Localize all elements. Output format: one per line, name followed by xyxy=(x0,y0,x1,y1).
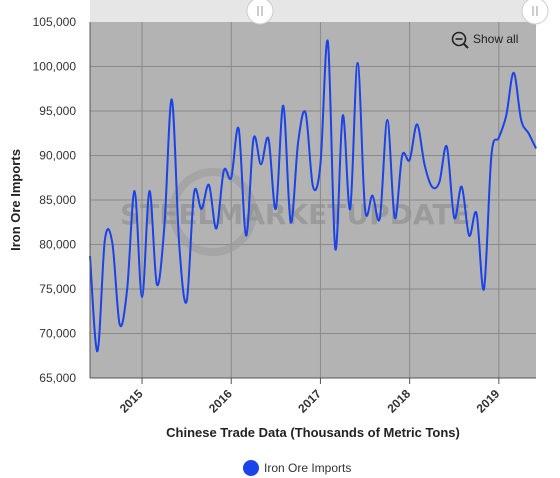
data-point[interactable] xyxy=(244,233,249,238)
data-point[interactable] xyxy=(504,113,509,118)
legend[interactable]: Iron Ore Imports xyxy=(243,460,351,476)
legend-marker xyxy=(243,460,259,476)
data-point[interactable] xyxy=(214,226,219,231)
data-point[interactable] xyxy=(444,144,449,149)
x-tick-label: 2018 xyxy=(384,387,413,416)
data-point[interactable] xyxy=(132,189,137,194)
x-tick-label: 2017 xyxy=(295,387,324,416)
data-point[interactable] xyxy=(467,233,472,238)
data-point[interactable] xyxy=(415,122,420,127)
data-point[interactable] xyxy=(489,153,494,158)
grid-lines xyxy=(90,22,536,378)
data-point[interactable] xyxy=(258,162,263,167)
data-point[interactable] xyxy=(229,175,234,180)
data-point[interactable] xyxy=(355,60,360,65)
x-tick-label: 2019 xyxy=(474,387,503,416)
legend-label: Iron Ore Imports xyxy=(264,461,351,475)
data-point[interactable] xyxy=(154,282,159,287)
data-point[interactable] xyxy=(340,113,345,118)
data-point[interactable] xyxy=(177,242,182,247)
x-tick-label: 2015 xyxy=(117,387,146,416)
y-tick-label: 80,000 xyxy=(39,238,76,252)
show-all-button[interactable]: Show all xyxy=(451,31,519,49)
x-axis-ticks: 2015 2016 2017 2018 2019 xyxy=(117,378,503,416)
y-tick-label: 85,000 xyxy=(39,193,76,207)
data-point[interactable] xyxy=(117,322,122,327)
data-point[interactable] xyxy=(221,168,226,173)
data-point[interactable] xyxy=(452,215,457,220)
data-point[interactable] xyxy=(392,215,397,220)
data-point[interactable] xyxy=(95,349,100,354)
data-point[interactable] xyxy=(474,211,479,216)
y-axis-ticks: 65,000 70,000 75,000 80,000 85,000 90,000 95,0… xyxy=(33,15,77,385)
data-point[interactable] xyxy=(437,180,442,185)
data-point[interactable] xyxy=(429,184,434,189)
data-point[interactable] xyxy=(266,136,271,141)
data-point[interactable] xyxy=(481,287,486,292)
navigator-handle-left[interactable] xyxy=(246,0,274,25)
data-point[interactable] xyxy=(206,182,211,187)
show-all-label: Show all xyxy=(473,32,518,46)
data-point[interactable] xyxy=(169,97,174,102)
series-line-iron-ore-imports[interactable] xyxy=(89,39,537,353)
data-point[interactable] xyxy=(288,220,293,225)
y-tick-label: 90,000 xyxy=(39,149,76,163)
y-axis-title: Iron Ore Imports xyxy=(8,149,23,251)
y-tick-label: 70,000 xyxy=(39,327,76,341)
data-point[interactable] xyxy=(281,103,286,108)
y-tick-label: 100,000 xyxy=(33,60,77,74)
data-point[interactable] xyxy=(110,240,115,245)
data-point[interactable] xyxy=(385,117,390,122)
data-point[interactable] xyxy=(102,238,107,243)
data-point[interactable] xyxy=(325,39,330,44)
series-group xyxy=(89,39,539,354)
x-axis-title: Chinese Trade Data (Thousands of Metric … xyxy=(166,425,460,440)
data-point[interactable] xyxy=(140,295,145,300)
data-point[interactable] xyxy=(318,162,323,167)
data-point[interactable] xyxy=(251,136,256,141)
x-tick-label: 2016 xyxy=(206,387,235,416)
data-point[interactable] xyxy=(273,206,278,211)
data-point[interactable] xyxy=(370,193,375,198)
data-point[interactable] xyxy=(333,246,338,251)
data-point[interactable] xyxy=(496,135,501,140)
data-point[interactable] xyxy=(125,287,130,292)
data-point[interactable] xyxy=(236,126,241,131)
zoom-out-icon xyxy=(451,31,467,47)
y-tick-label: 95,000 xyxy=(39,104,76,118)
data-point[interactable] xyxy=(400,153,405,158)
data-point[interactable] xyxy=(147,189,152,194)
data-point[interactable] xyxy=(162,224,167,229)
y-tick-label: 65,000 xyxy=(39,371,76,385)
data-point[interactable] xyxy=(303,110,308,115)
data-point[interactable] xyxy=(311,184,316,189)
data-point[interactable] xyxy=(192,190,197,195)
data-point[interactable] xyxy=(407,157,412,162)
data-point[interactable] xyxy=(526,131,531,136)
data-point[interactable] xyxy=(296,140,301,145)
data-point[interactable] xyxy=(511,70,516,75)
data-point[interactable] xyxy=(377,215,382,220)
data-point[interactable] xyxy=(363,206,368,211)
zoom-out-icon-handle xyxy=(463,43,469,49)
data-point[interactable] xyxy=(422,162,427,167)
data-point[interactable] xyxy=(184,299,189,304)
data-point[interactable] xyxy=(199,206,204,211)
navigator-handle-right[interactable] xyxy=(521,0,549,25)
data-point[interactable] xyxy=(348,206,353,211)
y-tick-label: 105,000 xyxy=(33,15,77,29)
y-tick-label: 75,000 xyxy=(39,282,76,296)
data-point[interactable] xyxy=(534,146,539,151)
data-point[interactable] xyxy=(459,184,464,189)
navigator-band[interactable] xyxy=(90,0,536,22)
data-point[interactable] xyxy=(519,117,524,122)
watermark-text: STEELMARKETUPDATE xyxy=(120,198,471,231)
